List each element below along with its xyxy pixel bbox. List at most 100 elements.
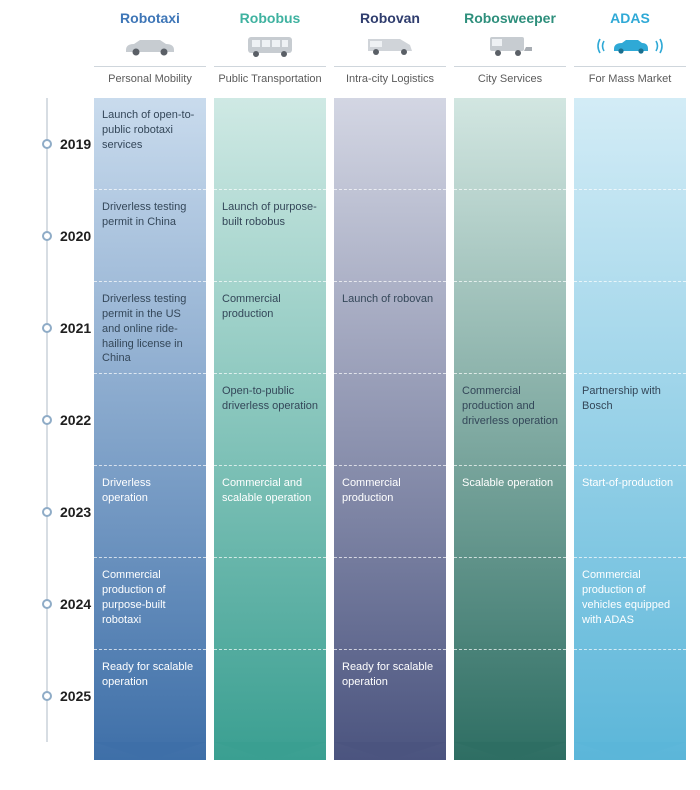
- header-title: Robovan: [334, 10, 446, 26]
- cell-robotaxi-2020: Driverless testing permit in China: [94, 190, 206, 282]
- cell-robosweeper-2022: Commercial production and driverless ope…: [454, 374, 566, 466]
- arrow-tip: [214, 742, 326, 760]
- cell-text: Driverless testing permit in China: [102, 201, 186, 228]
- header-title: Robobus: [214, 10, 326, 26]
- year-label: 2020: [60, 228, 91, 244]
- cell-robovan-2023: Commercial production: [334, 466, 446, 558]
- cell-robovan-2021: Launch of robovan: [334, 282, 446, 374]
- year-dot: [42, 691, 52, 701]
- bus-icon: [214, 32, 326, 60]
- column-robotaxi: Launch of open-to-public robotaxi servic…: [94, 98, 206, 760]
- header-title: Robosweeper: [454, 10, 566, 26]
- header-cell-robotaxi: Robotaxi Personal Mobility: [90, 10, 210, 98]
- header-cell-robosweeper: Robosweeper City Services: [450, 10, 570, 98]
- cell-robobus-2020: Launch of purpose-built robobus: [214, 190, 326, 282]
- year-dot: [42, 599, 52, 609]
- arrow-tip: [574, 742, 686, 760]
- cell-robotaxi-2025: Ready for scalable operation: [94, 650, 206, 742]
- cell-text: Commercial and scalable operation: [222, 477, 311, 504]
- year-dot: [42, 231, 52, 241]
- header-subtitle: Public Transportation: [214, 66, 326, 98]
- cell-text: Commercial production of purpose-built r…: [102, 569, 166, 626]
- cell-robobus-2024: [214, 558, 326, 650]
- cell-text: Driverless testing permit in the US and …: [102, 293, 186, 364]
- header-cell-adas: ADAS For Mass Market: [570, 10, 690, 98]
- adas-icon: [574, 32, 686, 60]
- header-title: ADAS: [574, 10, 686, 26]
- year-dot: [42, 139, 52, 149]
- cell-text: Ready for scalable operation: [102, 661, 193, 688]
- cell-robobus-2022: Open-to-public driverless operation: [214, 374, 326, 466]
- cell-robobus-2021: Commercial production: [214, 282, 326, 374]
- cell-text: Driverless operation: [102, 477, 151, 504]
- year-dot: [42, 323, 52, 333]
- cell-robosweeper-2023: Scalable operation: [454, 466, 566, 558]
- header-cell-robovan: Robovan Intra-city Logistics: [330, 10, 450, 98]
- year-dot: [42, 507, 52, 517]
- cell-adas-2020: [574, 190, 686, 282]
- cell-robotaxi-2023: Driverless operation: [94, 466, 206, 558]
- year-label: 2019: [60, 136, 91, 152]
- cell-text: Partnership with Bosch: [582, 385, 661, 412]
- arrow-tip: [94, 742, 206, 760]
- column-robovan: Launch of robovan Commercial production Re…: [334, 98, 446, 760]
- cell-robotaxi-2024: Commercial production of purpose-built r…: [94, 558, 206, 650]
- cell-text: Scalable operation: [462, 477, 553, 489]
- year-label: 2025: [60, 688, 91, 704]
- cell-robobus-2019: [214, 98, 326, 190]
- cell-text: Commercial production and driverless ope…: [462, 385, 558, 427]
- cell-robovan-2025: Ready for scalable operation: [334, 650, 446, 742]
- car-icon: [94, 32, 206, 60]
- cell-text: Launch of open-to-public robotaxi servic…: [102, 109, 194, 151]
- sweeper-icon: [454, 32, 566, 60]
- year-label: 2021: [60, 320, 91, 336]
- header-subtitle: Personal Mobility: [94, 66, 206, 98]
- cell-robobus-2025: [214, 650, 326, 742]
- cell-robotaxi-2021: Driverless testing permit in the US and …: [94, 282, 206, 374]
- cell-robotaxi-2019: Launch of open-to-public robotaxi servic…: [94, 98, 206, 190]
- cell-text: Commercial production: [342, 477, 401, 504]
- cell-robosweeper-2019: [454, 98, 566, 190]
- cell-adas-2022: Partnership with Bosch: [574, 374, 686, 466]
- arrow-tip: [334, 742, 446, 760]
- cell-adas-2023: Start-of-production: [574, 466, 686, 558]
- van-icon: [334, 32, 446, 60]
- cell-robobus-2023: Commercial and scalable operation: [214, 466, 326, 558]
- cell-robosweeper-2024: [454, 558, 566, 650]
- year-dot: [42, 415, 52, 425]
- cell-robovan-2022: [334, 374, 446, 466]
- columns-body: Launch of open-to-public robotaxi servic…: [90, 98, 690, 760]
- cell-robosweeper-2025: [454, 650, 566, 742]
- year-label: 2022: [60, 412, 91, 428]
- year-label: 2023: [60, 504, 91, 520]
- cell-robosweeper-2021: [454, 282, 566, 374]
- header-title: Robotaxi: [94, 10, 206, 26]
- timeline: 2019 2020 2021 2022 2023 2024 2025: [46, 98, 90, 742]
- cell-text: Commercial production of vehicles equipp…: [582, 569, 670, 626]
- cell-text: Start-of-production: [582, 477, 673, 489]
- cell-robotaxi-2022: [94, 374, 206, 466]
- cell-adas-2024: Commercial production of vehicles equipp…: [574, 558, 686, 650]
- cell-text: Open-to-public driverless operation: [222, 385, 318, 412]
- cell-robovan-2020: [334, 190, 446, 282]
- cell-adas-2019: [574, 98, 686, 190]
- year-label: 2024: [60, 596, 91, 612]
- header-subtitle: For Mass Market: [574, 66, 686, 98]
- cell-robovan-2024: [334, 558, 446, 650]
- cell-text: Ready for scalable operation: [342, 661, 433, 688]
- cell-text: Launch of purpose-built robobus: [222, 201, 317, 228]
- arrow-tip: [454, 742, 566, 760]
- column-robobus: Launch of purpose-built robobus Commercia…: [214, 98, 326, 760]
- cell-adas-2021: [574, 282, 686, 374]
- header-subtitle: City Services: [454, 66, 566, 98]
- roadmap-chart: Robotaxi Personal Mobility Robobus Public T…: [0, 0, 700, 790]
- cell-text: Commercial production: [222, 293, 281, 320]
- cell-robosweeper-2020: [454, 190, 566, 282]
- header-cell-robobus: Robobus Public Transportation: [210, 10, 330, 98]
- cell-robovan-2019: [334, 98, 446, 190]
- cell-text: Launch of robovan: [342, 293, 433, 305]
- column-adas: Partnership with Bosch Start-of-productio…: [574, 98, 686, 760]
- column-robosweeper: Commercial production and driverless ope…: [454, 98, 566, 760]
- header-subtitle: Intra-city Logistics: [334, 66, 446, 98]
- header-row: Robotaxi Personal Mobility Robobus Public T…: [90, 10, 690, 98]
